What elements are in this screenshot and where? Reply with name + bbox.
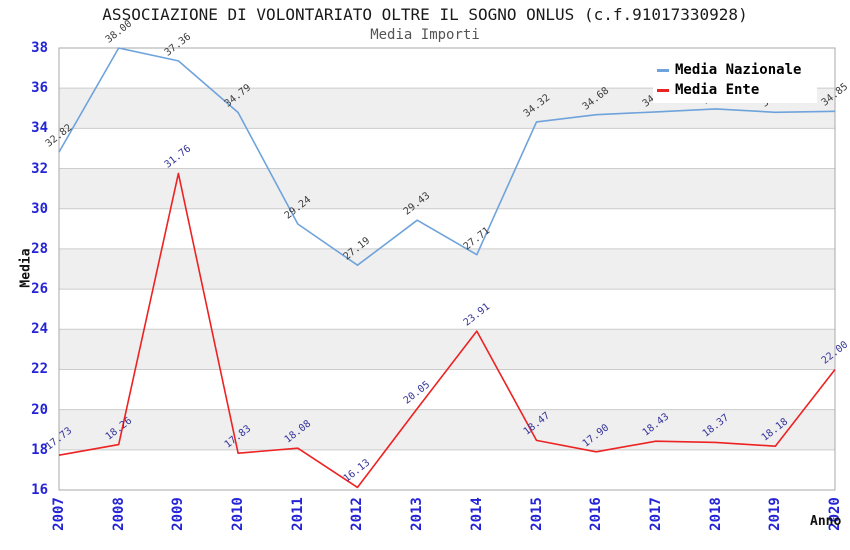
grid-band (59, 168, 835, 209)
y-tick-label: 30 (31, 200, 48, 217)
x-tick-label: 2010 (230, 497, 247, 531)
chart-title: ASSOCIAZIONE DI VOLONTARIATO OLTRE IL SO… (102, 5, 748, 24)
y-axis-title: Media (18, 248, 34, 288)
grid-band (59, 409, 835, 450)
x-tick-label: 2013 (409, 497, 426, 531)
x-tick-label: 2007 (51, 497, 67, 531)
media-ente-line-swatch-icon (657, 88, 669, 92)
grid-band (59, 329, 835, 370)
y-tick-label: 18 (31, 441, 48, 458)
x-tick-label: 2016 (588, 497, 605, 531)
plot-border (58, 47, 836, 491)
x-tick-label: 2014 (468, 497, 485, 531)
x-tick-label: 2009 (170, 497, 187, 531)
y-tick-label: 22 (31, 361, 48, 378)
legend: Media Nazionale Media Ente (653, 57, 817, 103)
series-line-media-ente (58, 172, 836, 489)
y-tick-label: 20 (31, 401, 48, 418)
y-tick-label: 36 (31, 80, 48, 97)
grid-band (59, 248, 835, 290)
x-tick-label: 2008 (110, 497, 127, 531)
y-tick-label: 32 (31, 160, 48, 177)
legend-item-media-nazionale: Media Nazionale (657, 62, 813, 78)
x-tick-label: 2019 (767, 497, 784, 531)
media-nazionale-line-swatch-icon (657, 68, 669, 72)
series-line-media-nazionale (58, 47, 836, 267)
x-tick-label: 2018 (707, 497, 724, 531)
y-tick-label: 28 (31, 240, 48, 257)
chart-subtitle: Media Importi (370, 27, 480, 43)
x-tick-label: 2011 (289, 497, 306, 531)
x-tick-label: 2015 (528, 497, 545, 531)
y-tick-label: 24 (31, 321, 48, 338)
legend-item-media-ente: Media Ente (657, 82, 813, 98)
x-tick-label: 2012 (349, 497, 366, 531)
y-tick-label: 38 (31, 40, 48, 56)
x-tick-label: 2017 (647, 497, 664, 531)
y-tick-label: 34 (31, 120, 48, 137)
y-tick-label: 16 (31, 482, 48, 498)
x-axis-title: Anno (810, 514, 842, 529)
legend-label: Media Nazionale (675, 62, 802, 78)
y-tick-label: 26 (31, 281, 48, 298)
legend-label: Media Ente (675, 82, 760, 98)
